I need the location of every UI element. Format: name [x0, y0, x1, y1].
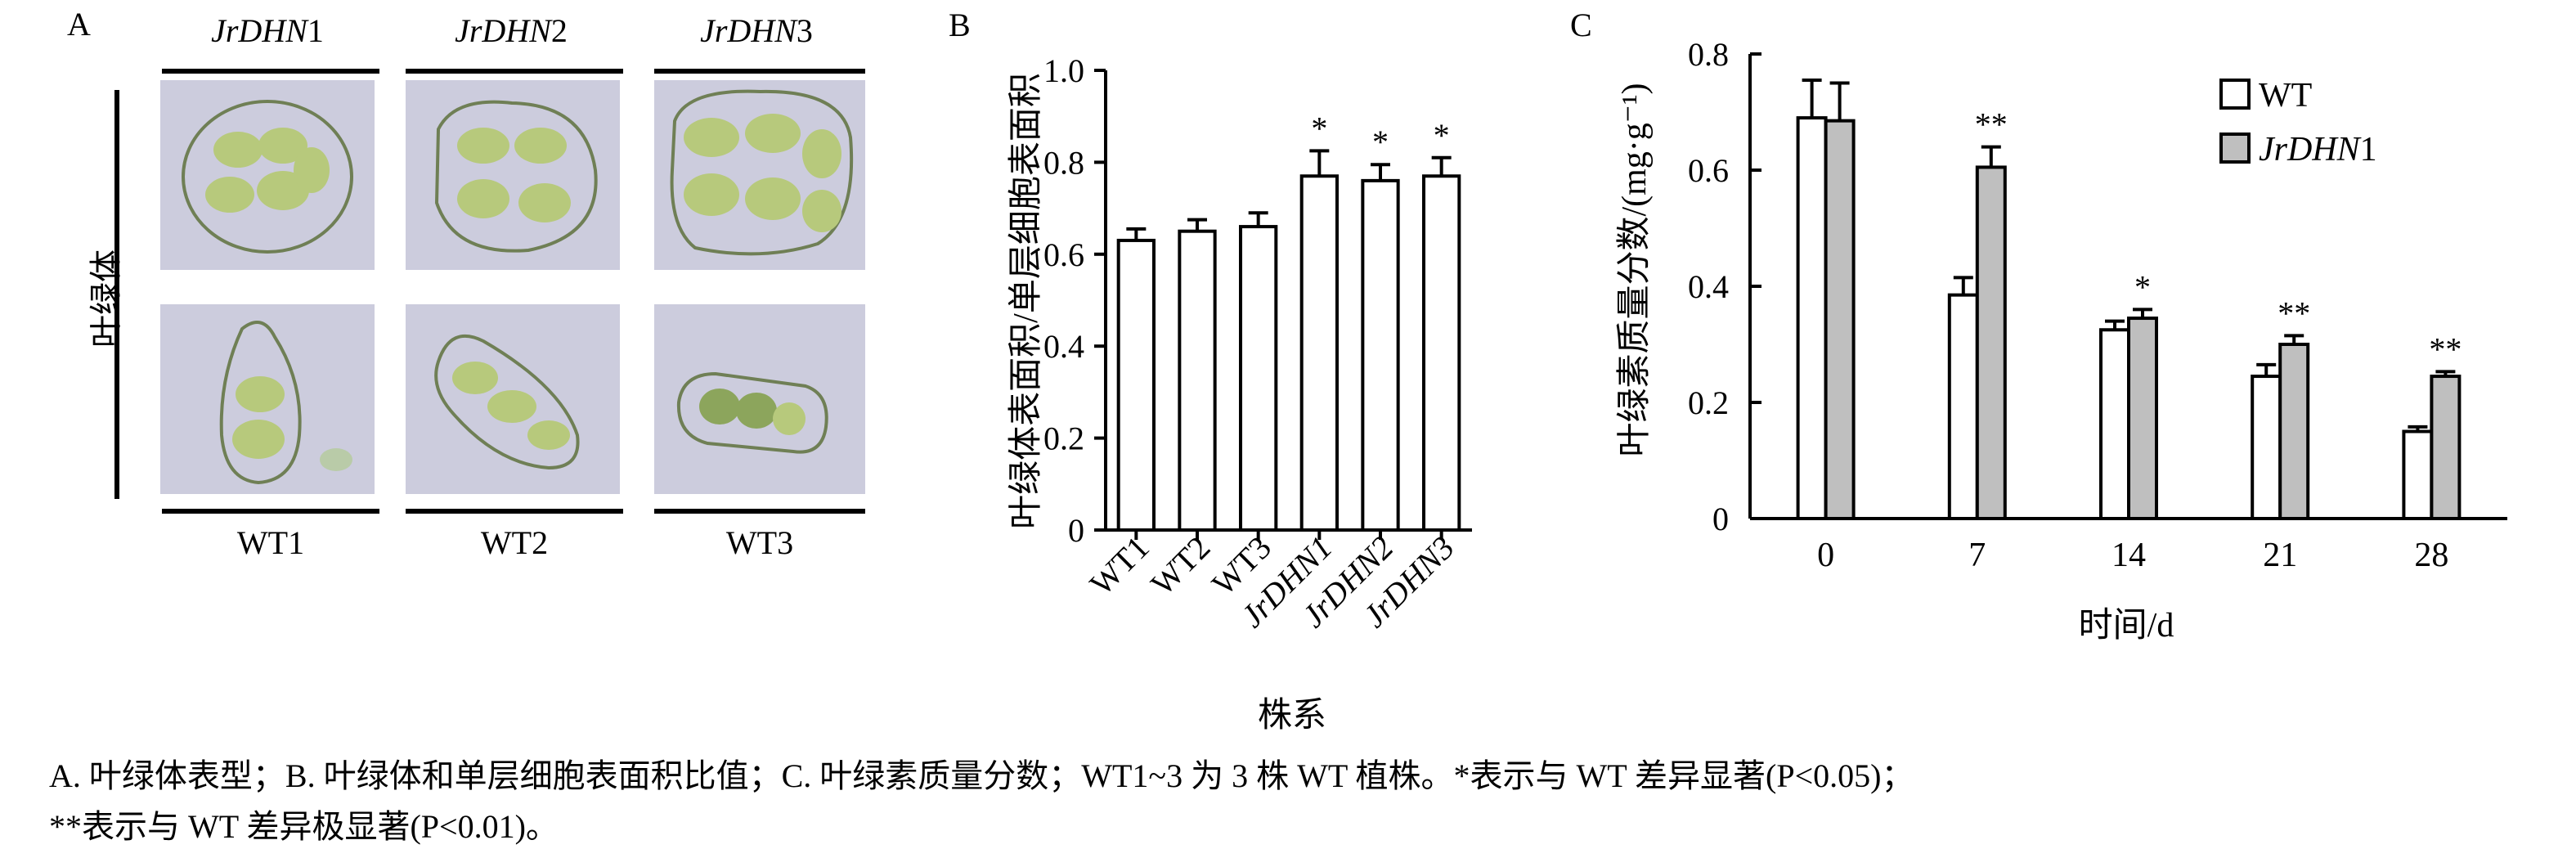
- gene-number: 1: [307, 12, 324, 49]
- gene-name: JrDHN: [455, 12, 551, 49]
- panel-c-y-tick-label: 0.6: [1688, 152, 1729, 189]
- gene-number: 3: [796, 12, 813, 49]
- panel-c-y-tick-label: 0.8: [1688, 36, 1729, 73]
- panel-c-bar-wt: [1947, 293, 1979, 520]
- panel-b-x-label: 株系: [1258, 697, 1326, 734]
- panel-a-top-label-1: JrDHN1: [159, 11, 376, 50]
- panel-b-significance: *: [1434, 117, 1450, 154]
- panel-c-y-tick-label: 0: [1712, 501, 1729, 537]
- panel-b-x-tick-label: WT1: [1083, 529, 1156, 603]
- photo-cell-jrdhn2: [406, 80, 620, 270]
- caption-line-2: **表示与 WT 差异极显著(P<0.01)。: [49, 808, 559, 845]
- panel-b-x-tick-label: WT2: [1143, 529, 1217, 603]
- panel-b-y-tick-label: 0.8: [1043, 144, 1084, 181]
- panel-c-y-tick-label: 0.2: [1688, 384, 1729, 421]
- panel-a-top-label-2: JrDHN2: [402, 11, 620, 50]
- panel-c-bar-jrdhn1: [2127, 317, 2158, 520]
- photo-cell-jrdhn3: [654, 80, 865, 270]
- panel-c-x-tick-label: 7: [1968, 537, 1986, 574]
- legend-swatch-jrdhn1: [2219, 133, 2251, 164]
- panel-c-x-tick-label: 0: [1817, 537, 1834, 574]
- panel-c-y-label: 叶绿素质量分数/(mg·g⁻¹): [1616, 83, 1654, 456]
- panel-b-bar: [1116, 238, 1156, 532]
- top-bracket-c: [654, 69, 865, 74]
- cell-drawing: [434, 100, 598, 253]
- panel-c-x-tick-label: 28: [2414, 537, 2448, 574]
- panel-c-significance: **: [2278, 294, 2310, 331]
- panel-a-letter: A: [67, 6, 91, 43]
- row-bracket-line: [114, 90, 119, 499]
- panel-b-bar: [1299, 174, 1339, 532]
- panel-a-top-label-3: JrDHN3: [651, 11, 862, 50]
- bottom-bracket-3: [654, 509, 865, 514]
- wt-label-2: WT2: [480, 524, 549, 561]
- panel-b-significance: *: [1311, 110, 1327, 146]
- legend-swatch-wt: [2219, 79, 2251, 110]
- caption-line-1: A. 叶绿体表型；B. 叶绿体和单层细胞表面积比值；C. 叶绿素质量分数；WT1…: [49, 757, 1914, 794]
- panel-c-bar-wt: [1796, 116, 1828, 520]
- panel-c-y-tick-label: 0.4: [1688, 268, 1729, 305]
- bottom-bracket-1: [162, 509, 379, 514]
- gene-number: 2: [550, 12, 568, 49]
- panel-b-y-tick-label: 0.4: [1043, 328, 1084, 365]
- panel-c-bar-wt: [2099, 328, 2130, 520]
- photo-cell-wt1: [160, 304, 375, 494]
- panel-b-y-label: 叶绿体表面积/单层细胞表面积: [1008, 73, 1045, 529]
- panel-b-significance: *: [1372, 124, 1389, 160]
- bottom-bracket-2: [406, 509, 623, 514]
- panel-b-bar: [1422, 174, 1461, 532]
- panel-b-bar: [1361, 178, 1400, 532]
- panel-c-bar-jrdhn1: [1975, 165, 2007, 520]
- legend-label-wt: WT: [2259, 77, 2312, 115]
- cell-drawing: [434, 334, 580, 470]
- cell-drawing: [676, 371, 828, 454]
- gene-name: JrDHN: [700, 12, 797, 49]
- photo-cell-jrdhn1: [160, 80, 375, 270]
- cell-drawing: [182, 100, 353, 254]
- panel-b-bar: [1178, 229, 1217, 532]
- panel-c-letter: C: [1570, 7, 1592, 43]
- panel-b-y-tick-label: 0.2: [1043, 420, 1084, 457]
- panel-b-y-tick-label: 0.6: [1043, 236, 1084, 273]
- cell-drawing: [670, 89, 854, 256]
- figure-caption: A. 叶绿体表型；B. 叶绿体和单层细胞表面积比值；C. 叶绿素质量分数；WT1…: [49, 751, 2551, 852]
- panel-c-significance: **: [1975, 106, 2008, 143]
- panel-c-bar-jrdhn1: [2430, 375, 2462, 520]
- panel-c-bar-jrdhn1: [1824, 119, 1856, 520]
- panel-b-bar: [1239, 225, 1278, 532]
- panel-b-y-tick-label: 1.0: [1043, 52, 1084, 89]
- gene-name: JrDHN: [211, 12, 307, 49]
- panel-c-x-label: 时间/d: [2079, 607, 2174, 645]
- top-bracket-a: [162, 69, 379, 74]
- photo-cell-wt2: [406, 304, 620, 494]
- panel-c-x-tick-label: 14: [2112, 537, 2146, 574]
- panel-c-bar-wt: [2251, 375, 2282, 520]
- panel-b-y-tick-label: 0: [1068, 512, 1084, 549]
- panel-c-significance: **: [2429, 330, 2462, 367]
- wt-label-3: WT3: [725, 524, 794, 561]
- panel-c-x-tick-label: 21: [2263, 537, 2297, 574]
- photo-cell-wt3: [654, 304, 865, 494]
- panel-c-bar-jrdhn1: [2278, 343, 2310, 520]
- legend-label-jrdhn1: JrDHN1: [2259, 131, 2377, 168]
- cell-drawing: [219, 321, 352, 485]
- wt-label-1: WT1: [236, 524, 305, 561]
- panel-b-letter: B: [949, 7, 971, 43]
- top-bracket-b: [406, 69, 623, 74]
- panel-c-bar-wt: [2402, 429, 2434, 520]
- panel-c-significance: *: [2134, 268, 2151, 305]
